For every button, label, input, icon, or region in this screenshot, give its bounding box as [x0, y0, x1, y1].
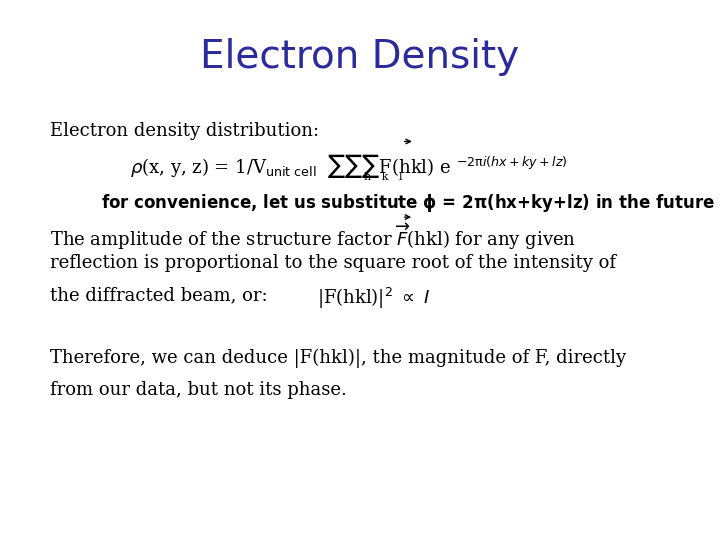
Text: reflection is proportional to the square root of the intensity of: reflection is proportional to the square…: [50, 254, 616, 272]
Text: from our data, but not its phase.: from our data, but not its phase.: [50, 381, 347, 399]
Text: Therefore, we can deduce |F(hkl)|, the magnitude of F, directly: Therefore, we can deduce |F(hkl)|, the m…: [50, 348, 626, 368]
Text: Electron Density: Electron Density: [200, 38, 520, 76]
Text: $\rho$(x, y, z) = 1/V$_{\sf{unit\ cell}}$  $\sum\sum\sum$F(hkl) e $^{\sf{-2\pi\i: $\rho$(x, y, z) = 1/V$_{\sf{unit\ cell}}…: [130, 152, 567, 180]
Text: Electron density distribution:: Electron density distribution:: [50, 122, 320, 139]
Text: The amplitude of the structure factor $\overrightarrow{F}$(hkl) for any given: The amplitude of the structure factor $\…: [50, 221, 577, 252]
Text: h   k   l: h k l: [364, 172, 402, 182]
Text: for convenience, let us substitute $\bf{\phi}$ = 2$\bf{\pi}$(hx+ky+lz) in the fu: for convenience, let us substitute $\bf{…: [101, 192, 715, 214]
Text: the diffracted beam, or:: the diffracted beam, or:: [50, 286, 268, 304]
Text: |F(hkl)|$^2$ $\propto$ $\mathit{I}$: |F(hkl)|$^2$ $\propto$ $\mathit{I}$: [317, 286, 431, 311]
